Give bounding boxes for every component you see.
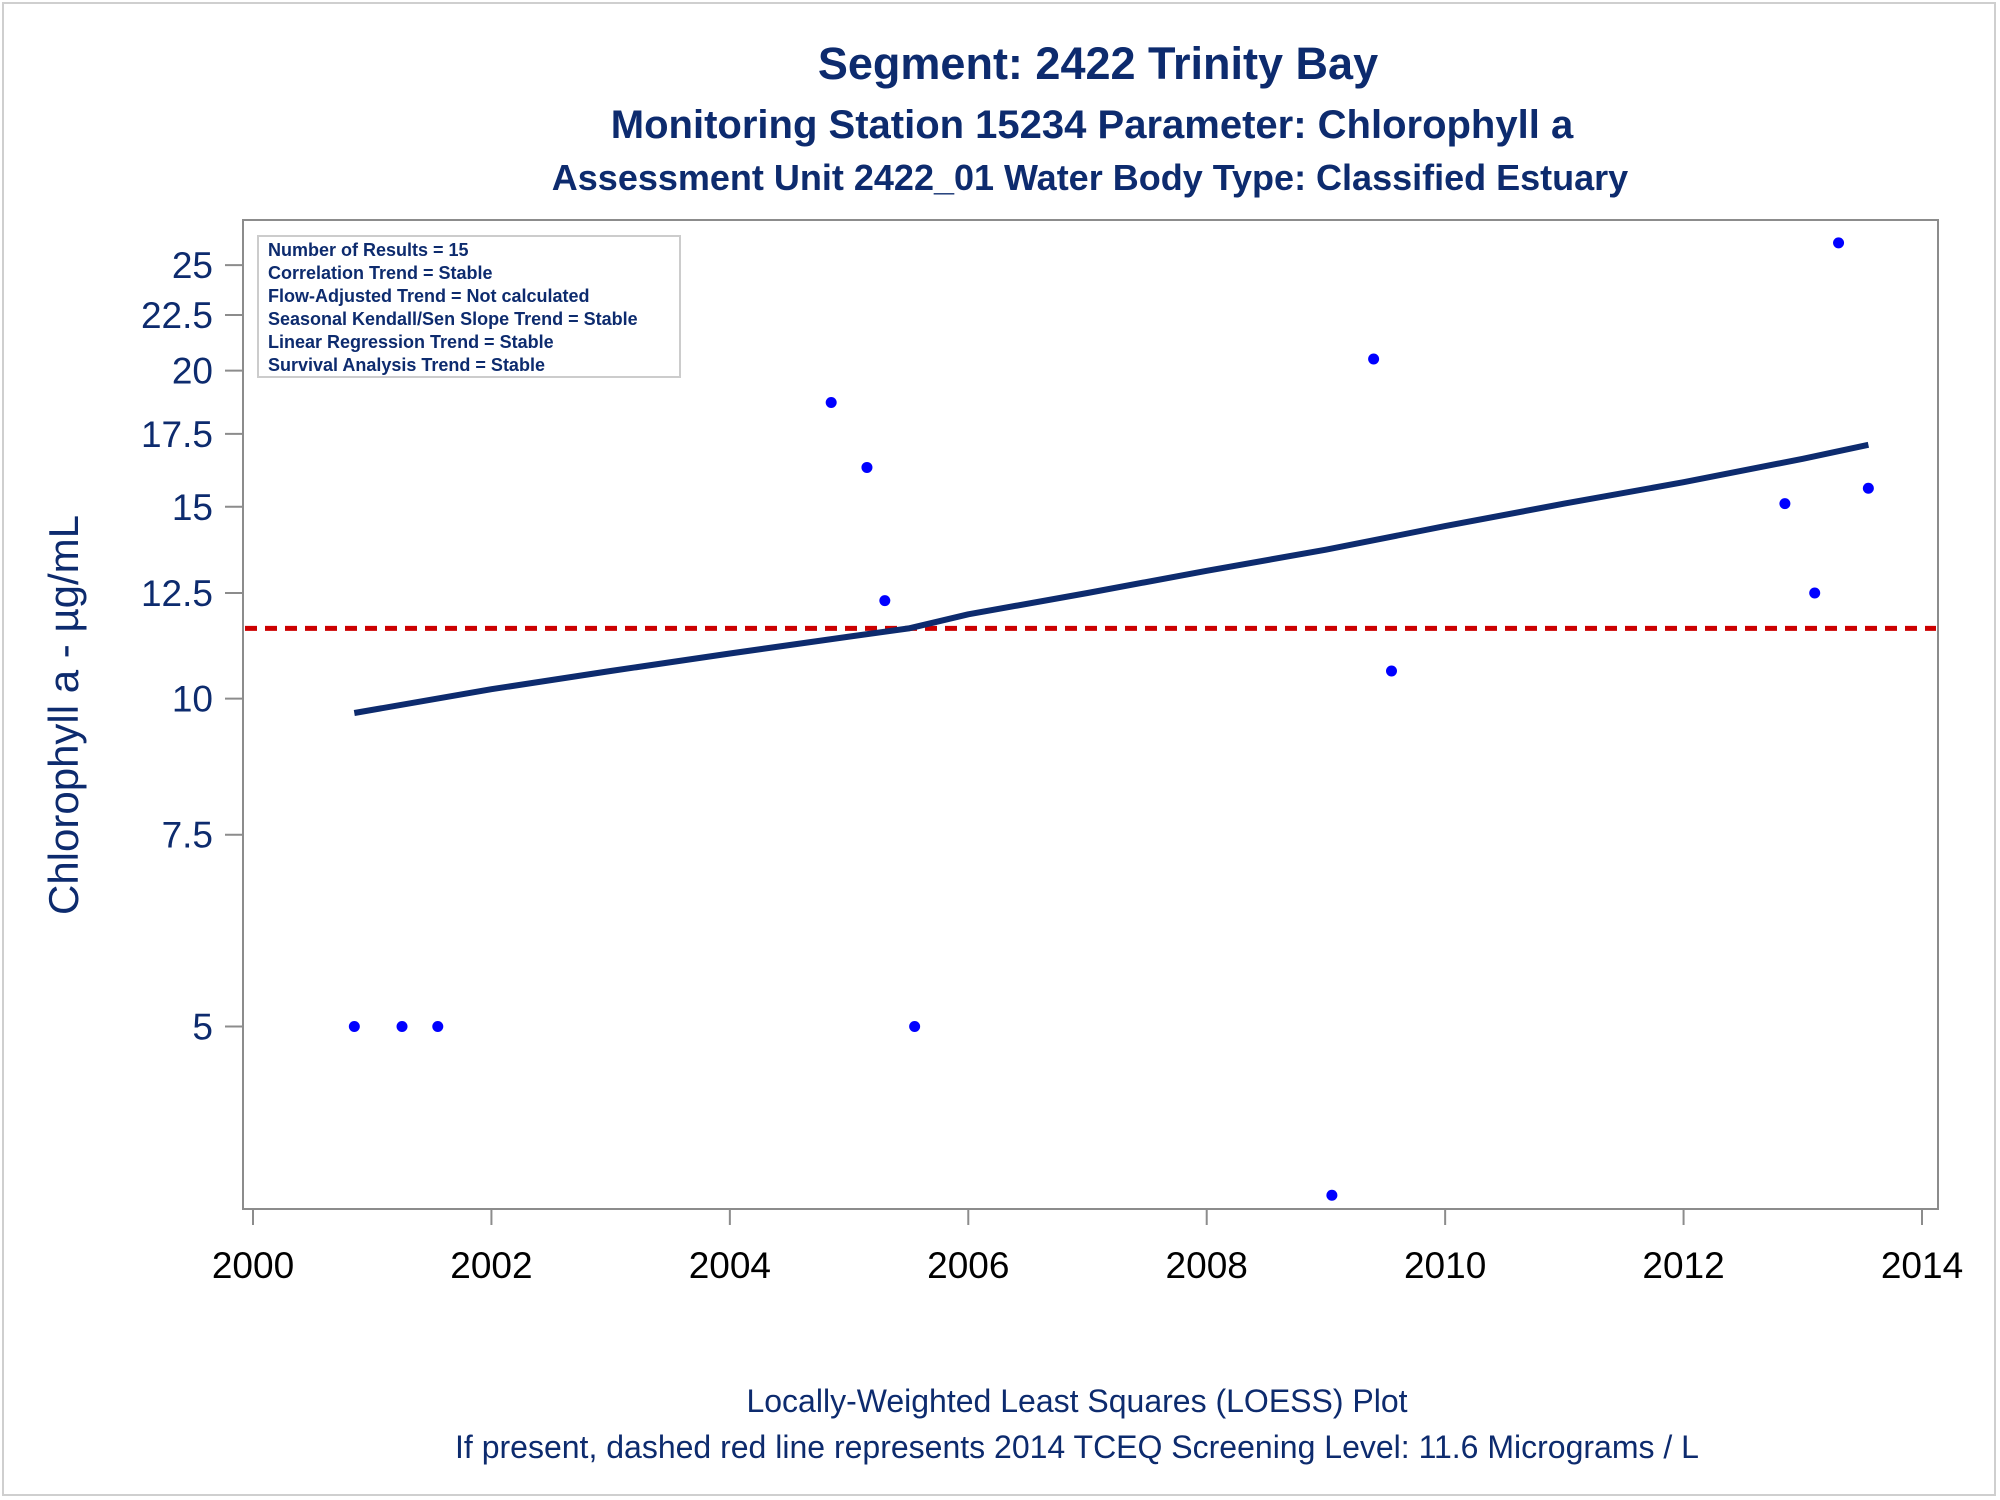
data-point [879, 595, 891, 607]
x-tick-label: 2010 [1404, 1245, 1486, 1286]
y-tick-label: 22.5 [141, 295, 213, 336]
data-point [1833, 237, 1845, 249]
data-point [396, 1021, 408, 1033]
loess-trend-layer [353, 441, 1870, 716]
y-axis: 5 7.5 10 12.5 15 17.5 20 22.5 25 [141, 245, 243, 1048]
data-point [1862, 482, 1874, 494]
stats-line-correlation: Correlation Trend = Stable [268, 263, 493, 283]
data-point [909, 1021, 921, 1033]
data-point [1385, 665, 1397, 677]
data-point [1326, 1189, 1338, 1201]
y-tick-label: 17.5 [141, 414, 213, 455]
data-point [1779, 498, 1791, 510]
stats-line-results: Number of Results = 15 [268, 240, 469, 260]
data-point [861, 461, 873, 473]
x-tick-label: 2006 [927, 1245, 1009, 1286]
x-axis: 2000 2002 2004 2006 2008 2010 2012 2014 [212, 1209, 1963, 1286]
chart-subtitle-assessment: Assessment Unit 2422_01 Water Body Type:… [552, 157, 1628, 198]
x-tick-label: 2002 [450, 1245, 532, 1286]
stats-box: Number of Results = 15 Correlation Trend… [257, 235, 681, 378]
footer-plot-type: Locally-Weighted Least Squares (LOESS) P… [746, 1383, 1407, 1419]
data-point [348, 1021, 360, 1033]
y-axis-label: Chlorophyll a - µg/mL [40, 515, 87, 915]
y-tick-label: 10 [172, 679, 213, 720]
x-tick-label: 2014 [1881, 1245, 1963, 1286]
chart-title: Segment: 2422 Trinity Bay [818, 38, 1378, 89]
y-tick-label: 15 [172, 487, 213, 528]
data-points-layer [348, 237, 1874, 1201]
data-point [1809, 587, 1821, 599]
x-tick-label: 2012 [1642, 1245, 1724, 1286]
plot-area [242, 219, 1939, 1210]
x-tick-label: 2008 [1166, 1245, 1248, 1286]
stats-line-seasonal-kendall: Seasonal Kendall/Sen Slope Trend = Stabl… [268, 309, 638, 329]
x-tick-label: 2004 [689, 1245, 771, 1286]
y-tick-label: 20 [172, 351, 213, 392]
stats-line-survival: Survival Analysis Trend = Stable [268, 355, 545, 375]
x-tick-label: 2000 [212, 1245, 294, 1286]
y-tick-label: 25 [172, 245, 213, 286]
stats-box-border [257, 235, 681, 378]
data-point [432, 1021, 444, 1033]
stats-line-flow-adjusted: Flow-Adjusted Trend = Not calculated [268, 286, 590, 306]
y-tick-label: 5 [192, 1007, 213, 1048]
chart-subtitle-station: Monitoring Station 15234 Parameter: Chlo… [611, 103, 1574, 147]
footer-screening-note: If present, dashed red line represents 2… [455, 1429, 1699, 1465]
stats-line-linear-regression: Linear Regression Trend = Stable [268, 332, 554, 352]
y-tick-label: 12.5 [141, 573, 213, 614]
loess-trend-line [353, 441, 1870, 716]
y-tick-label: 7.5 [162, 815, 213, 856]
data-point [1368, 353, 1380, 365]
data-point [825, 396, 837, 408]
